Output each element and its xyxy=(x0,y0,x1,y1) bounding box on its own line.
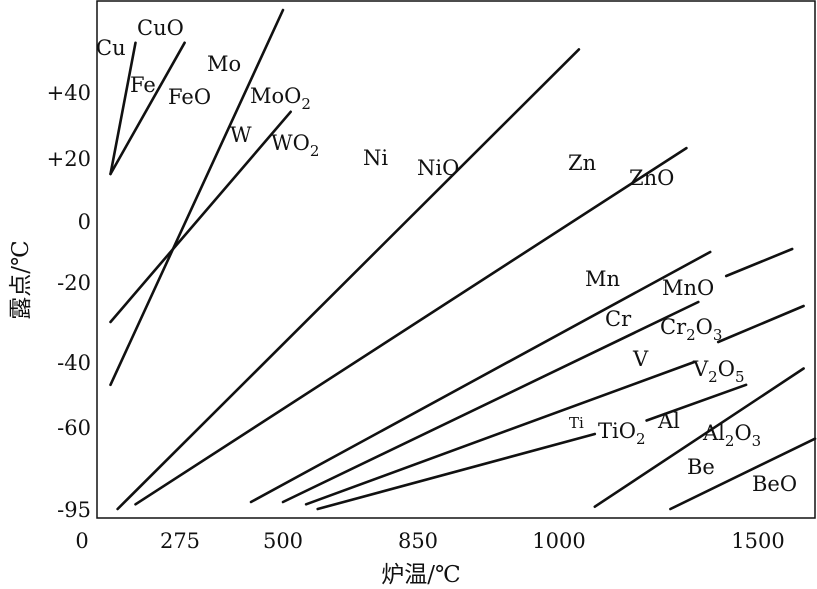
label-mo: Mo xyxy=(207,52,241,76)
x-tick-label: 850 xyxy=(398,529,438,553)
label-v2o5-subscript: 5 xyxy=(735,368,745,386)
y-tick-label: -40 xyxy=(57,351,91,375)
label-v: V xyxy=(632,347,649,371)
label-wo2-base: WO xyxy=(271,131,310,155)
label-v2o5-subscript: 2 xyxy=(708,368,718,386)
y-tick-label: +40 xyxy=(47,81,91,105)
label-cr2o3-part: O xyxy=(696,315,713,339)
label-cr: Cr xyxy=(605,307,632,331)
label-tio2-subscript: 2 xyxy=(636,430,646,448)
label-ni: Ni xyxy=(363,146,388,170)
y-axis-title: 露点/℃ xyxy=(8,240,34,319)
y-tick-label: -20 xyxy=(57,271,91,295)
label-ti: Ti xyxy=(569,414,584,432)
label-zno: ZnO xyxy=(629,166,674,190)
plot-frame xyxy=(96,0,816,519)
series-line-cr-8 xyxy=(281,300,700,504)
series-line-w-3 xyxy=(109,110,293,324)
y-tick-label: +20 xyxy=(47,147,91,171)
series-line-al-12 xyxy=(645,383,748,422)
label-al2o3-part: Al xyxy=(702,421,725,445)
y-tick-label: -95 xyxy=(57,498,91,522)
series-line-al2o3-13 xyxy=(593,367,805,509)
label-al2o3-subscript: 2 xyxy=(725,432,735,450)
label-beo: BeO xyxy=(752,472,797,496)
label-moo2-base: MoO xyxy=(250,84,301,108)
label-al2o3: Al2O3 xyxy=(702,421,761,450)
label-v2o5: V2O5 xyxy=(692,357,744,386)
label-cr2o3-subscript: 2 xyxy=(686,326,696,344)
series-line-fe-1 xyxy=(109,41,186,176)
label-v2o5-part: V xyxy=(692,357,709,381)
label-w: W xyxy=(230,123,252,147)
label-mn: Mn xyxy=(585,267,620,291)
label-fe: Fe xyxy=(130,73,156,97)
x-tick-label: 275 xyxy=(160,529,200,553)
series-line-zn-5 xyxy=(134,146,688,506)
label-feo: FeO xyxy=(168,85,211,109)
label-zn: Zn xyxy=(568,151,596,175)
y-tick-label: 0 xyxy=(78,210,91,234)
label-cr2o3: Cr2O3 xyxy=(660,315,722,344)
label-al2o3-subscript: 3 xyxy=(752,432,762,450)
series-line-cu-0 xyxy=(109,41,137,176)
label-cu: Cu xyxy=(96,36,126,60)
series-line-mo-2 xyxy=(109,8,285,387)
label-moo2: MoO2 xyxy=(250,84,311,113)
x-axis-title: 炉温/℃ xyxy=(381,562,460,588)
label-cr2o3-part: Cr xyxy=(660,315,687,339)
label-cr2o3-subscript: 3 xyxy=(713,326,723,344)
label-be: Be xyxy=(687,455,715,479)
label-mno: MnO xyxy=(662,276,714,300)
label-moo2-subscript: 2 xyxy=(301,95,311,113)
label-tio2: TiO2 xyxy=(598,419,646,448)
x-tick-label: 500 xyxy=(263,529,303,553)
label-wo2: WO2 xyxy=(271,131,319,160)
label-cuo: CuO xyxy=(137,16,184,40)
label-tio2-base: TiO xyxy=(598,419,636,443)
label-nio: NiO xyxy=(417,156,459,180)
x-tick-label: 1500 xyxy=(731,529,784,553)
y-tick-label: -60 xyxy=(57,416,91,440)
series-line-cr2o3-9 xyxy=(716,304,805,344)
label-v2o5-part: O xyxy=(718,357,735,381)
series-line-ni-4 xyxy=(116,48,581,511)
label-al: Al xyxy=(657,409,680,433)
label-wo2-subscript: 2 xyxy=(310,142,320,160)
series-line-v-10 xyxy=(304,360,696,506)
x-tick-label: 1000 xyxy=(532,529,585,553)
series-line-mn-6 xyxy=(249,250,712,504)
series-line-ti-11 xyxy=(316,432,597,511)
series-lines xyxy=(109,8,817,511)
x-tick-label: 0 xyxy=(75,529,88,553)
series-line-mno-7 xyxy=(724,247,794,278)
series-line-be-14 xyxy=(669,437,817,511)
label-al2o3-part: O xyxy=(734,421,751,445)
